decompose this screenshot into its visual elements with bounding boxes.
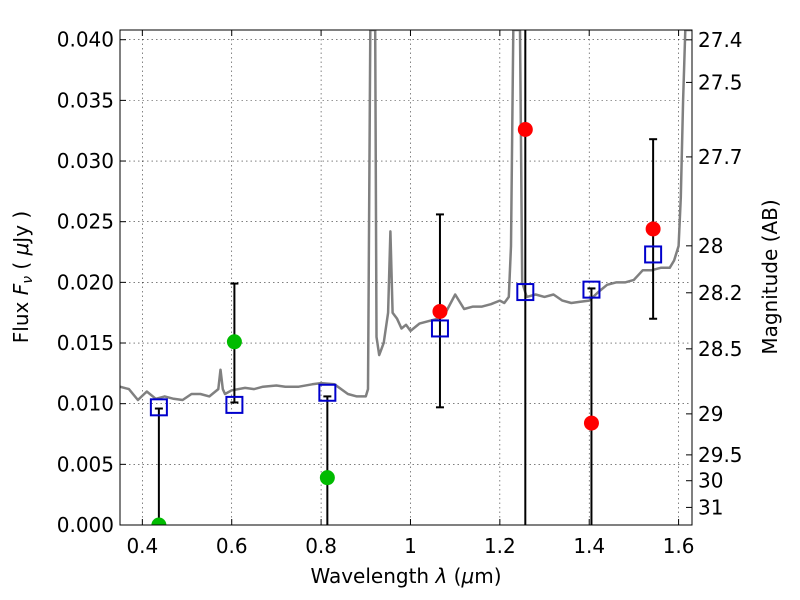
tick-marks bbox=[120, 30, 692, 526]
data-point-circle bbox=[432, 303, 448, 319]
grid-lines bbox=[120, 30, 692, 526]
y2-axis-label: Magnitude (AB) bbox=[758, 199, 782, 354]
x-tick-label: 0.6 bbox=[216, 534, 248, 558]
model-point-square bbox=[516, 283, 535, 302]
x-axis-label-text: Wavelength bbox=[310, 564, 435, 588]
x-axis-label: Wavelength λ (μm) bbox=[310, 564, 501, 588]
data-point-circle bbox=[226, 334, 242, 350]
y-tick-label: 0.015 bbox=[57, 331, 114, 355]
model-point-square bbox=[318, 383, 337, 402]
y2-tick-label: 29.5 bbox=[698, 443, 743, 467]
y-tick-labels: 0.000 0.005 0.010 0.015 0.020 0.025 0.030 0.035… bbox=[57, 28, 114, 537]
y2-tick-label: 27.7 bbox=[698, 145, 743, 169]
plot-frame bbox=[119, 29, 693, 526]
spectrum-line bbox=[120, 30, 692, 402]
y-tick-label: 0.035 bbox=[57, 88, 114, 112]
x-tick-labels: 0.4 0.6 0.8 1 1.2 1.4 1.6 bbox=[126, 534, 694, 558]
y-axis-label-sub: ν bbox=[20, 276, 36, 284]
x-tick-label: 1 bbox=[404, 534, 417, 558]
data-point-circle bbox=[645, 221, 661, 237]
x-tick-label: 0.8 bbox=[305, 534, 337, 558]
x-tick-label: 1.6 bbox=[663, 534, 695, 558]
y2-tick-label: 27.5 bbox=[698, 70, 743, 94]
y-tick-label: 0.030 bbox=[57, 149, 114, 173]
model-point-square bbox=[582, 280, 601, 299]
y-tick-label: 0.005 bbox=[57, 452, 114, 476]
plot-clipped-group bbox=[120, 30, 692, 525]
x-tick-label: 1.4 bbox=[573, 534, 605, 558]
data-point-circle bbox=[319, 470, 335, 486]
y-tick-label: 0.025 bbox=[57, 210, 114, 234]
y2-tick-label: 29 bbox=[698, 402, 723, 426]
y-tick-label: 0.000 bbox=[57, 513, 114, 537]
x-axis-label-mu: μ bbox=[460, 564, 474, 588]
y-tick-label: 0.010 bbox=[57, 392, 114, 416]
y2-tick-label: 31 bbox=[698, 495, 723, 519]
plot-area bbox=[120, 30, 692, 525]
y2-tick-label: 28.2 bbox=[698, 281, 743, 305]
x-axis-label-unit-open: ( bbox=[447, 564, 461, 588]
y-axis-label: Flux Fν ( μJy ) bbox=[9, 211, 36, 343]
data-point-circle bbox=[583, 415, 599, 431]
x-axis-label-lambda: λ bbox=[434, 564, 447, 588]
x-tick-label: 1.2 bbox=[484, 534, 516, 558]
x-axis-label-unit-close: m) bbox=[474, 564, 501, 588]
y-axis-label-text: Flux bbox=[9, 295, 33, 343]
x-tick-label: 0.4 bbox=[126, 534, 158, 558]
data-point-circle bbox=[151, 517, 167, 525]
y-tick-label: 0.020 bbox=[57, 270, 114, 294]
model-point-square bbox=[225, 395, 244, 414]
y-axis-label-unit-open: ( bbox=[9, 255, 33, 276]
data-point-circle bbox=[517, 121, 533, 137]
y2-tick-label: 30 bbox=[698, 469, 723, 493]
y2-tick-label: 27.4 bbox=[698, 28, 743, 52]
y-axis-label-unit-close: Jy ) bbox=[9, 211, 33, 245]
model-point-square bbox=[644, 245, 663, 264]
y2-tick-label: 28 bbox=[698, 234, 723, 258]
y-axis-label-symbol: F bbox=[9, 283, 33, 295]
model-point-square bbox=[149, 398, 168, 417]
y-axis-label-mu: μ bbox=[9, 243, 33, 257]
y-tick-label: 0.040 bbox=[57, 28, 114, 52]
model-point-square bbox=[430, 319, 449, 338]
y2-tick-label: 28.5 bbox=[698, 337, 743, 361]
